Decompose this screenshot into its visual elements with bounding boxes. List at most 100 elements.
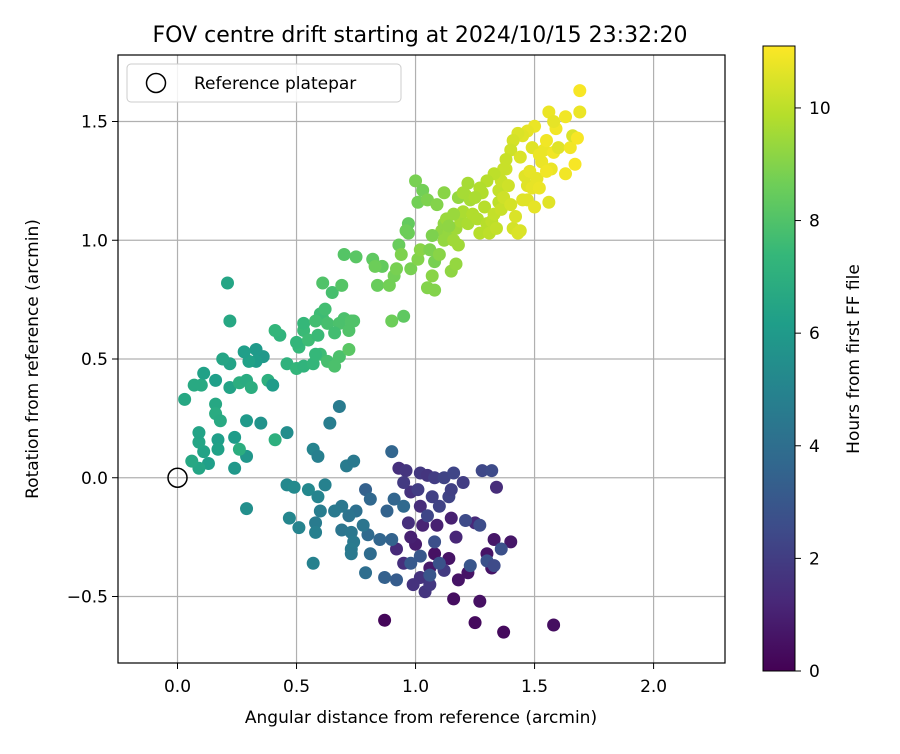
x-tick-label: 1.5	[521, 677, 548, 697]
data-point	[254, 416, 268, 430]
chart-title: FOV centre drift starting at 2024/10/15 …	[153, 23, 688, 48]
data-point	[368, 259, 382, 273]
data-point	[456, 476, 470, 489]
data-point	[280, 426, 294, 440]
data-point	[399, 224, 413, 238]
data-point	[509, 210, 523, 223]
data-point	[192, 426, 206, 440]
data-point	[401, 516, 415, 530]
data-point	[223, 314, 237, 328]
data-point	[287, 480, 301, 494]
data-point	[547, 618, 561, 632]
data-point	[192, 435, 206, 449]
colorbar-tick-label: 2	[809, 549, 820, 569]
legend-box	[126, 63, 402, 103]
data-point	[211, 433, 225, 447]
y-axis-ticks: −0.5 0.0 0.5 1.0 1.5	[67, 113, 118, 608]
data-point	[363, 547, 377, 561]
data-point	[178, 392, 192, 406]
data-point	[185, 454, 199, 468]
data-point	[301, 483, 315, 497]
data-point	[432, 248, 446, 261]
data-point	[328, 504, 342, 518]
data-point	[475, 464, 489, 478]
data-point	[444, 483, 458, 497]
data-point	[240, 414, 254, 428]
data-point	[385, 533, 399, 546]
x-tick-label: 1.0	[402, 677, 429, 697]
y-tick-label: 0.5	[81, 350, 108, 370]
data-point	[539, 134, 553, 147]
reference-marker-layer	[167, 467, 188, 488]
data-point	[513, 150, 527, 164]
data-point	[332, 350, 346, 364]
data-point	[332, 400, 346, 413]
data-point	[292, 521, 306, 535]
legend-reference-label: Reference platepar	[194, 74, 356, 94]
data-point	[573, 84, 587, 98]
data-point	[420, 509, 434, 523]
data-point	[237, 345, 251, 359]
data-point	[459, 514, 473, 527]
data-point	[489, 480, 503, 494]
data-point	[423, 578, 437, 592]
data-point	[451, 573, 465, 587]
data-point	[404, 530, 418, 544]
data-point	[494, 542, 508, 556]
data-point	[563, 141, 577, 155]
data-point	[316, 276, 330, 290]
data-point	[539, 164, 553, 178]
data-point	[473, 594, 487, 608]
data-point	[390, 262, 404, 276]
data-point	[413, 243, 427, 257]
data-point	[559, 167, 573, 181]
data-point	[528, 200, 542, 214]
data-point	[487, 533, 501, 546]
data-point	[266, 378, 280, 392]
colorbar-label: Hours from first FF file	[844, 264, 864, 454]
data-point	[449, 530, 463, 544]
data-point	[344, 547, 358, 561]
x-axis-label: Angular distance from reference (arcmin)	[245, 708, 597, 728]
colorbar-tick-label: 6	[809, 324, 820, 344]
data-point	[397, 499, 411, 513]
data-point	[463, 559, 477, 573]
colorbar-tick-label: 10	[809, 99, 831, 119]
data-point	[390, 573, 404, 587]
data-point	[363, 492, 377, 506]
data-point	[318, 478, 332, 492]
data-point	[211, 442, 225, 456]
data-point	[542, 195, 556, 209]
data-point	[428, 535, 442, 549]
legend[interactable]: Reference platepar	[126, 63, 402, 103]
data-point	[228, 461, 242, 475]
data-point	[213, 414, 227, 428]
colorbar-ticks: 0 2 4 6 8 10	[795, 99, 831, 682]
colorbar: 0 2 4 6 8 10 Hours from first FF file	[762, 45, 864, 682]
data-point	[432, 556, 446, 570]
data-point	[197, 366, 211, 380]
data-point	[209, 397, 223, 411]
data-point	[411, 483, 425, 497]
data-point	[430, 198, 444, 212]
data-point	[228, 430, 242, 444]
data-point	[409, 174, 423, 188]
data-point	[447, 592, 461, 606]
data-point	[444, 511, 458, 525]
data-point	[497, 625, 511, 639]
data-point	[378, 571, 392, 584]
data-point	[449, 257, 463, 271]
data-point	[313, 504, 327, 518]
data-point	[380, 504, 394, 518]
data-point	[311, 449, 325, 463]
data-point	[394, 248, 408, 261]
data-point	[378, 613, 392, 627]
y-tick-label: 1.0	[81, 231, 108, 251]
data-point	[451, 238, 465, 252]
data-point	[559, 110, 573, 124]
data-point	[309, 314, 323, 328]
data-point	[437, 186, 451, 200]
data-point	[532, 148, 546, 162]
data-point	[413, 499, 427, 513]
